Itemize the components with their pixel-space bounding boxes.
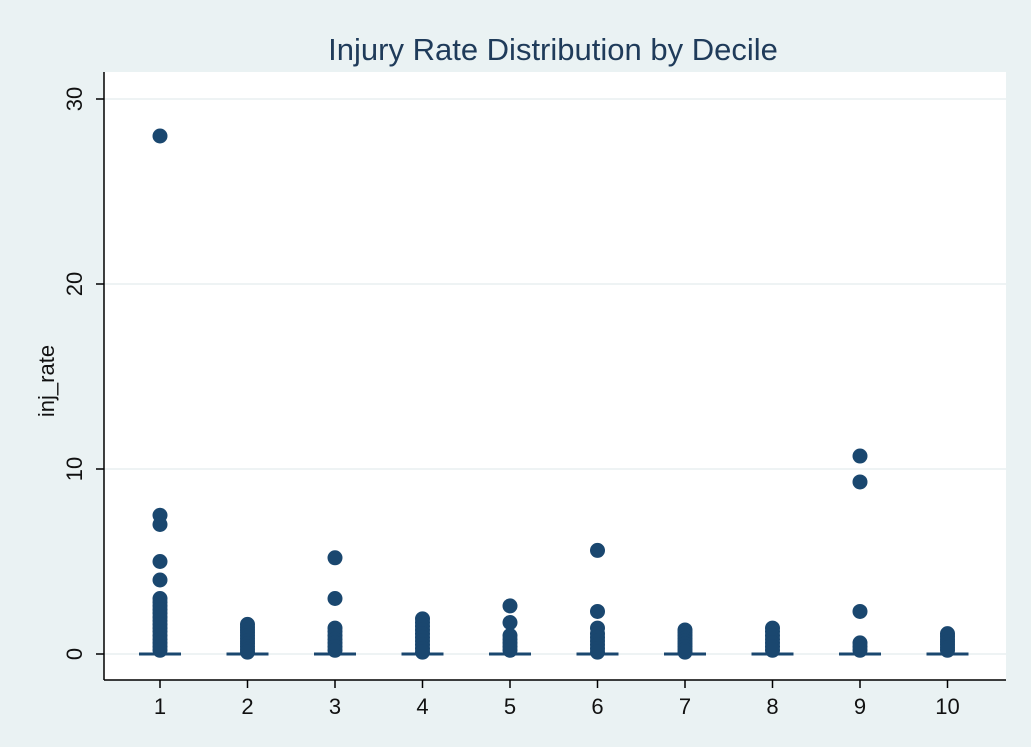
outlier-points	[152, 128, 955, 660]
outlier-point	[240, 644, 255, 660]
x-tick-label: 7	[679, 694, 691, 719]
outlier-point	[852, 642, 868, 658]
y-axis-title: inj_rate	[34, 345, 59, 417]
x-tick-label: 4	[416, 694, 428, 719]
outlier-point	[502, 642, 518, 658]
outlier-point	[765, 642, 780, 658]
outlier-point	[327, 591, 343, 606]
plot-area	[104, 72, 1006, 680]
x-tick-label: 2	[241, 694, 253, 719]
outlier-point	[152, 128, 168, 144]
outlier-point	[152, 554, 168, 569]
y-axis-ticks: 0 10 20 30	[62, 87, 104, 660]
outlier-point	[152, 517, 168, 532]
x-tick-label: 9	[854, 694, 866, 719]
outlier-point	[590, 542, 605, 558]
outlier-point	[327, 642, 343, 658]
outlier-point	[502, 598, 518, 614]
outlier-point	[152, 572, 168, 588]
outlier-point	[677, 644, 693, 660]
outlier-point	[852, 603, 868, 619]
outlier-point	[852, 474, 868, 490]
x-axis-ticks: 1 2 3 4 5 6 7 8 9 10	[154, 680, 960, 719]
x-tick-label: 5	[504, 694, 516, 719]
y-tick-label: 30	[62, 87, 87, 111]
outlier-point	[852, 448, 868, 464]
x-tick-label: 6	[591, 694, 603, 719]
y-tick-label: 0	[62, 648, 87, 660]
outlier-point	[502, 615, 518, 631]
y-tick-label: 10	[62, 457, 87, 481]
x-tick-label: 10	[935, 694, 959, 719]
outlier-point	[590, 603, 605, 619]
outlier-point	[152, 642, 168, 658]
outlier-point	[590, 644, 605, 660]
x-tick-label: 3	[329, 694, 341, 719]
outlier-point	[415, 644, 430, 660]
outlier-point	[940, 642, 955, 658]
x-tick-label: 8	[766, 694, 778, 719]
chart-title: Injury Rate Distribution by Decile	[328, 32, 778, 67]
y-tick-label: 20	[62, 272, 87, 296]
outlier-point	[327, 550, 343, 566]
x-tick-label: 1	[154, 694, 166, 719]
